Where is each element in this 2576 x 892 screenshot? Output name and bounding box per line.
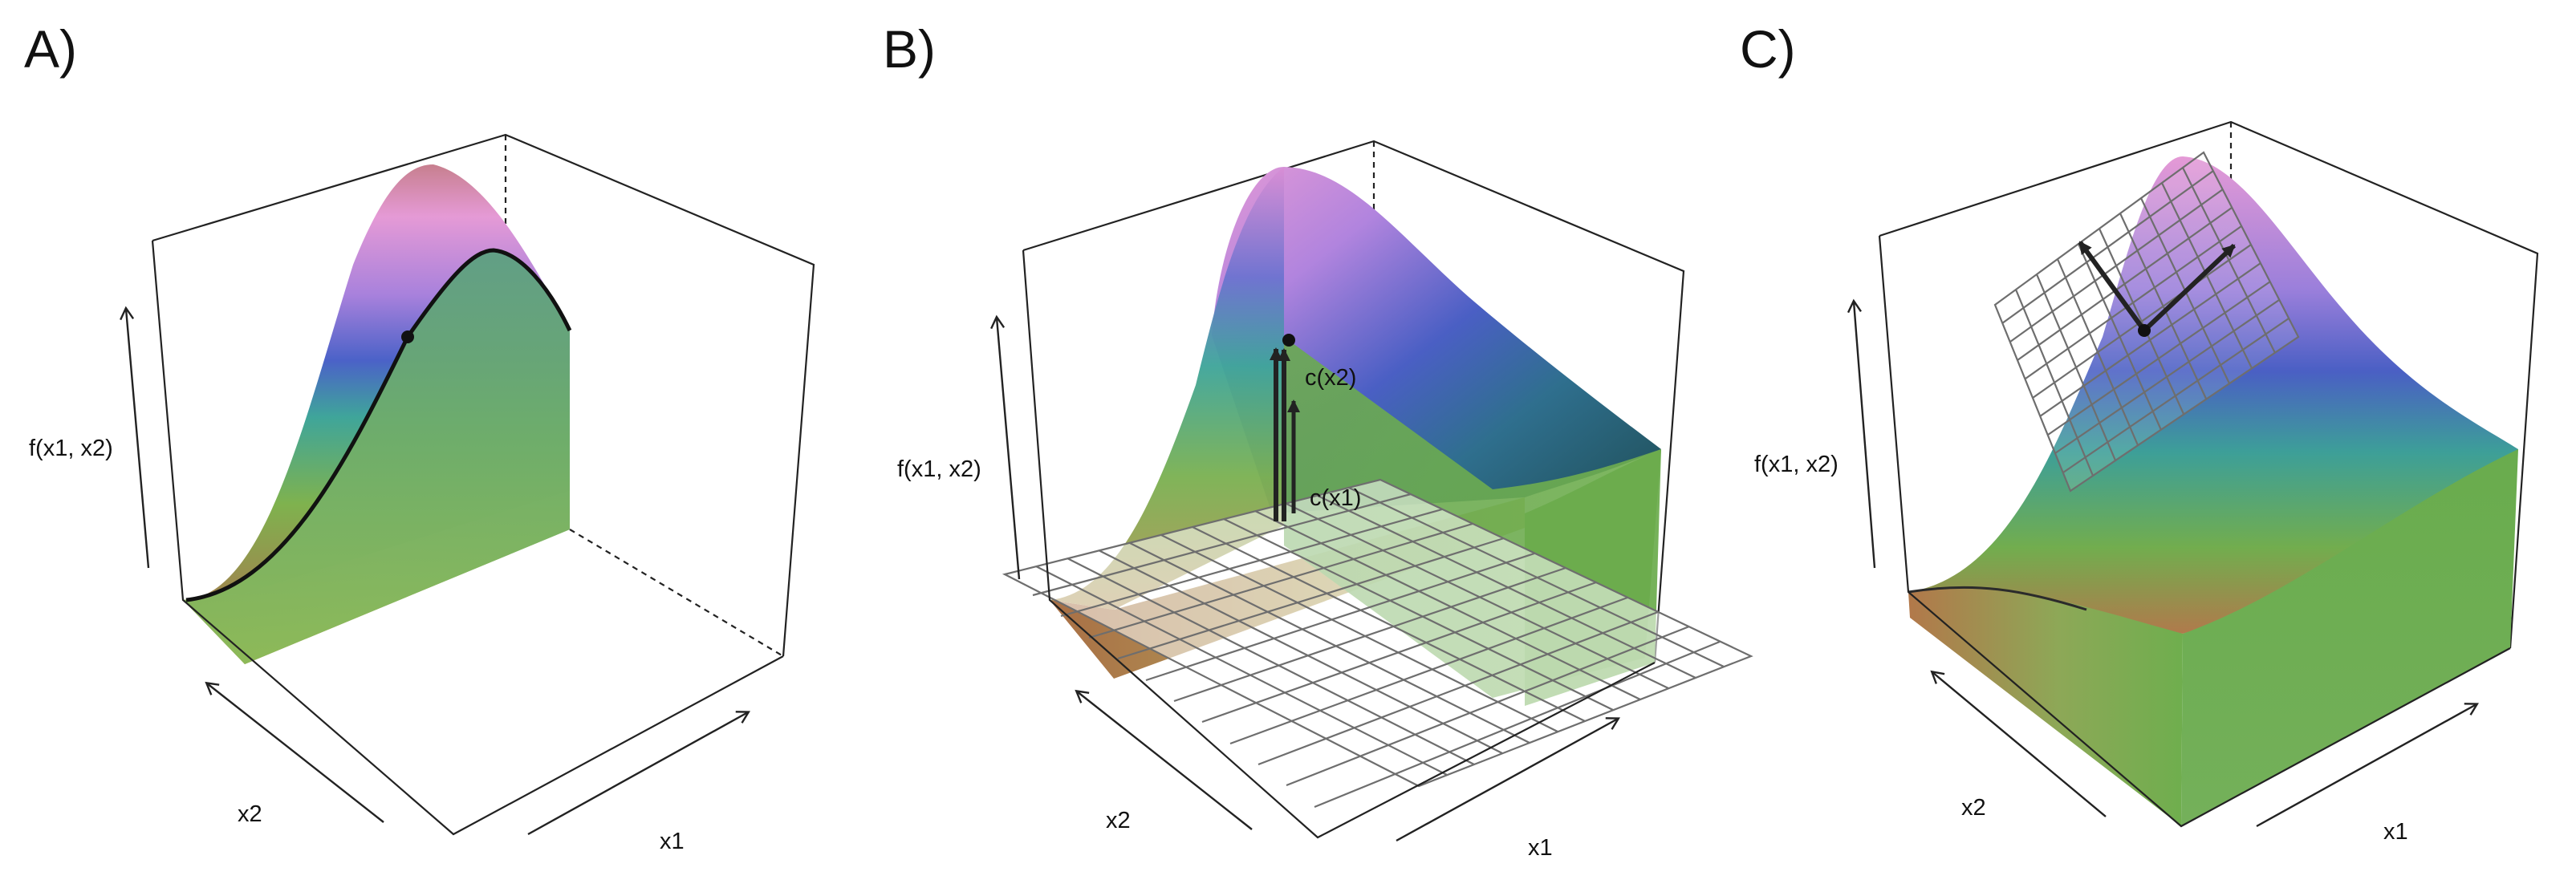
panel-c-tangent-plane <box>1993 151 2300 493</box>
panel-b-x1-label: x1 <box>1528 835 1553 861</box>
panel-a-box-front <box>151 240 784 836</box>
panel-b-x1-axis-arrow <box>1396 719 1618 842</box>
panel-c-side-front <box>2181 449 2518 826</box>
panel-a-x2-label: x2 <box>238 801 262 827</box>
panel-c-z-axis-arrow <box>1854 302 1876 569</box>
panel-b-box-front <box>1022 249 1656 839</box>
panel-b-label-c-x2: c(x2) <box>1305 365 1356 391</box>
panel-c-x1-axis-arrow <box>2256 704 2476 828</box>
panel-c-x2-axis-arrow <box>1932 672 2107 817</box>
panel-a: A) f(x1, x2) x2 x1 <box>24 19 815 854</box>
panel-c-point <box>2138 324 2151 337</box>
panel-c-z-label: f(x1, x2) <box>1754 452 1839 477</box>
panel-b-x2-axis-arrow <box>1077 691 1253 830</box>
panel-c-x2-label: x2 <box>1961 795 1986 821</box>
panel-b-point <box>1282 334 1295 347</box>
panel-a-curve <box>185 248 572 602</box>
panel-a-x1-label: x1 <box>660 829 685 854</box>
panel-a-box-back <box>152 133 815 657</box>
panel-b-z-axis-arrow <box>997 318 1021 580</box>
panel-b-letter: B) <box>883 19 936 79</box>
panel-b: B) <box>883 19 1753 861</box>
panel-c: C) <box>1740 19 2539 845</box>
panel-a-box-dashed-floor <box>569 529 784 657</box>
panel-b-label-c-x1: c(x1) <box>1310 485 1361 511</box>
panel-c-arrow-left <box>2078 241 2147 332</box>
panel-a-z-axis-arrow <box>126 309 150 569</box>
panel-b-surface-left <box>1050 167 1284 610</box>
panel-b-box-back <box>1022 140 1685 663</box>
panel-a-surface-front <box>183 250 570 664</box>
panel-c-side-left <box>1908 587 2183 826</box>
panel-b-z-label: f(x1, x2) <box>897 456 981 482</box>
panel-b-x2-label: x2 <box>1106 808 1131 833</box>
panel-c-rim-curve <box>1908 586 2087 611</box>
panel-a-point <box>401 330 414 343</box>
panel-a-z-label: f(x1, x2) <box>29 436 113 461</box>
panel-c-letter: C) <box>1740 19 1796 79</box>
panel-a-x1-axis-arrow <box>527 712 748 836</box>
panel-c-box-back <box>1879 120 2539 649</box>
panel-a-x2-axis-arrow <box>207 683 384 823</box>
panel-a-letter: A) <box>24 19 77 79</box>
panel-c-arrow-right <box>2142 243 2237 333</box>
panel-c-box-front <box>1878 235 2511 828</box>
panel-c-x1-label: x1 <box>2383 819 2408 845</box>
